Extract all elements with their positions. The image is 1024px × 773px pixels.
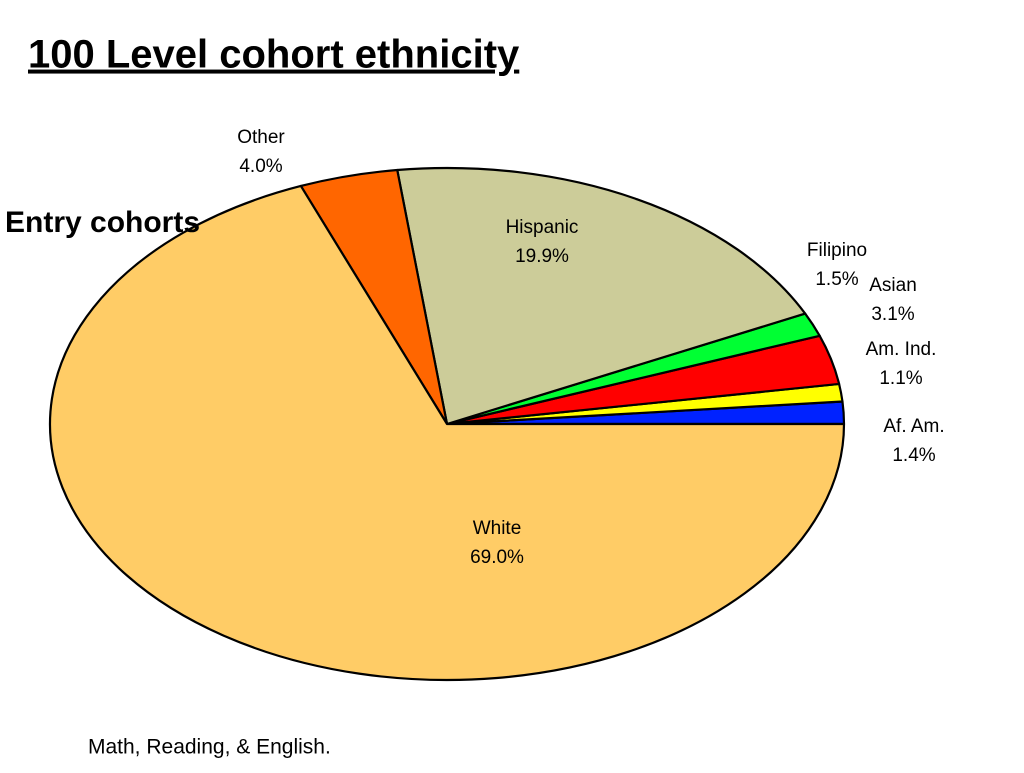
pie-chart [48, 166, 846, 682]
pie-slice [396, 166, 807, 426]
value-label: 1.5% [815, 269, 858, 290]
subtitle: Entry cohorts [5, 206, 200, 239]
slice-label: Other [237, 127, 285, 148]
slice-label: Hispanic [506, 217, 579, 238]
value-label: 1.4% [892, 445, 935, 466]
value-label: 69.0% [470, 547, 524, 568]
slice-label: Filipino [807, 240, 867, 261]
slice-label: Am. Ind. [866, 339, 937, 360]
slide-title: 100 Level cohort ethnicity [28, 33, 520, 77]
slice-label: Asian [869, 275, 917, 296]
slice-label: White [473, 518, 522, 539]
value-label: 1.1% [879, 368, 922, 389]
value-label: 19.9% [515, 246, 569, 267]
slice-label: Af. Am. [883, 416, 944, 437]
pie-slice [48, 184, 846, 682]
footer: Math, Reading, & English. [88, 736, 331, 759]
value-label: 3.1% [871, 304, 914, 325]
value-label: 4.0% [239, 156, 282, 177]
